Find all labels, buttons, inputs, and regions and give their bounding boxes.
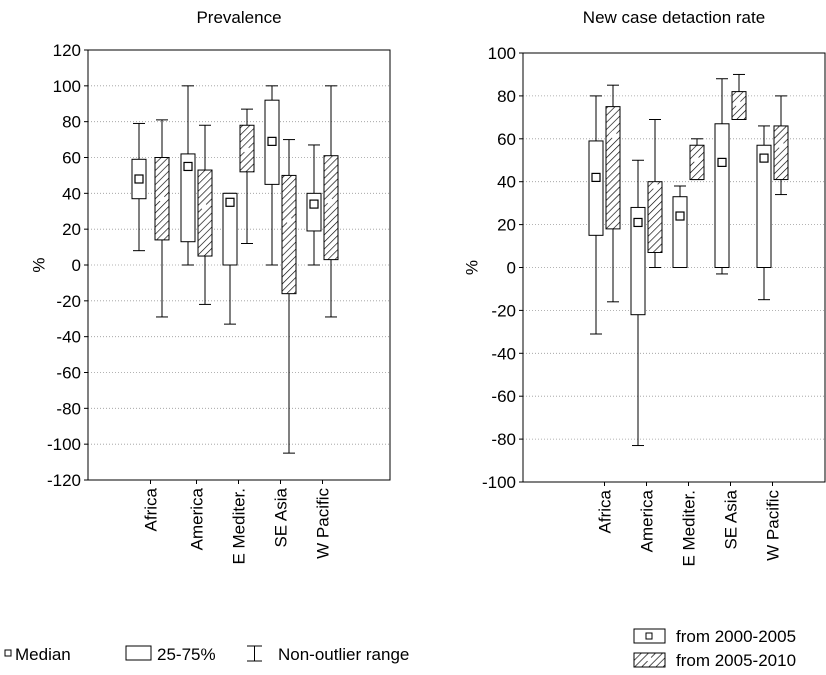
y-tick-label: -80	[56, 399, 81, 418]
plot-frame	[522, 52, 826, 483]
iqr-box	[588, 140, 604, 236]
median-marker	[675, 211, 685, 221]
median-marker	[309, 199, 319, 209]
y-tick-label: 80	[62, 113, 81, 132]
prevalence-chart: Prevalence% 120 100 80 60 40 20 0 -20 -40 -60 -80 -1…	[29, 8, 391, 565]
iqr-box	[281, 174, 297, 295]
legend-box-types: Median 25-75% Non-outlier range	[4, 645, 409, 664]
iqr-box	[197, 169, 213, 257]
legend-periods: from 2000-2005 from 2005-2010	[633, 627, 796, 670]
y-tick-label: -20	[491, 301, 516, 320]
legend-period1-median	[645, 632, 653, 640]
chart-title: New case detaction rate	[583, 8, 765, 27]
y-tick-label: 40	[497, 173, 516, 192]
y-tick-label: -40	[491, 344, 516, 363]
y-axis-label: %	[29, 257, 48, 272]
legend-period2-median	[645, 655, 654, 664]
legend-range-label: Non-outlier range	[278, 645, 409, 664]
iqr-box	[756, 144, 772, 268]
iqr-box	[222, 192, 238, 266]
iqr-box	[672, 196, 688, 268]
median-marker	[326, 198, 336, 207]
x-tick-label: W Pacific	[764, 490, 783, 561]
iqr-box	[323, 155, 339, 261]
x-tick-label: W Pacific	[314, 488, 333, 559]
iqr-box	[306, 192, 322, 232]
x-tick-label: E Mediter.	[230, 488, 249, 565]
y-tick-label: 100	[53, 77, 81, 96]
y-tick-label: -120	[47, 471, 81, 490]
median-marker	[242, 146, 252, 155]
y-tick-label: -80	[491, 430, 516, 449]
legend-median-marker	[4, 649, 12, 657]
x-tick-label: SE Asia	[272, 487, 291, 547]
x-tick-label: Africa	[596, 489, 615, 533]
y-tick-label: -20	[56, 292, 81, 311]
iqr-box	[605, 106, 621, 230]
median-marker	[717, 157, 727, 167]
y-tick-label: 80	[497, 87, 516, 106]
y-tick-label: 60	[497, 130, 516, 149]
y-tick-label: 0	[507, 259, 516, 278]
legend-period1-label: from 2000-2005	[676, 627, 796, 646]
iqr-box	[714, 123, 730, 268]
y-tick-label: 120	[53, 41, 81, 60]
median-marker	[267, 136, 277, 146]
median-marker	[157, 194, 167, 203]
y-tick-label: 60	[62, 149, 81, 168]
y-tick-label: -100	[47, 435, 81, 454]
detection-rate-chart: New case detaction rate% 100 80 60 40 20 0 -20 -…	[462, 8, 826, 567]
median-marker	[284, 215, 294, 225]
iqr-box	[647, 181, 663, 253]
median-marker	[759, 153, 769, 163]
x-tick-label: SE Asia	[722, 489, 741, 549]
median-marker	[591, 172, 601, 183]
iqr-box	[773, 125, 789, 181]
x-tick-label: Africa	[142, 487, 161, 531]
y-tick-label: -100	[482, 473, 516, 492]
legend-range-whisker	[247, 645, 262, 662]
legend-median-label: Median	[15, 645, 71, 664]
x-tick-label: America	[638, 489, 657, 552]
legend-period2-label: from 2005-2010	[676, 651, 796, 670]
median-marker	[134, 174, 144, 184]
median-marker	[200, 203, 210, 212]
y-tick-label: 100	[488, 44, 516, 63]
y-axis-label: %	[462, 260, 481, 275]
iqr-box	[630, 206, 646, 316]
iqr-box	[180, 153, 196, 243]
y-tick-label: 20	[497, 216, 516, 235]
median-marker	[633, 217, 643, 228]
y-tick-label: -60	[491, 387, 516, 406]
x-tick-label: E Mediter.	[680, 490, 699, 567]
chart-title: Prevalence	[196, 8, 281, 27]
y-tick-label: 0	[72, 256, 81, 275]
median-marker	[225, 197, 235, 207]
x-tick-label: America	[188, 487, 207, 550]
legend-iqr-label: 25-75%	[157, 645, 216, 664]
y-tick-label: -60	[56, 364, 81, 383]
median-marker	[183, 161, 193, 172]
y-tick-label: -40	[56, 328, 81, 347]
y-tick-label: 40	[62, 184, 81, 203]
legend-iqr-box	[125, 645, 152, 661]
y-tick-label: 20	[62, 220, 81, 239]
